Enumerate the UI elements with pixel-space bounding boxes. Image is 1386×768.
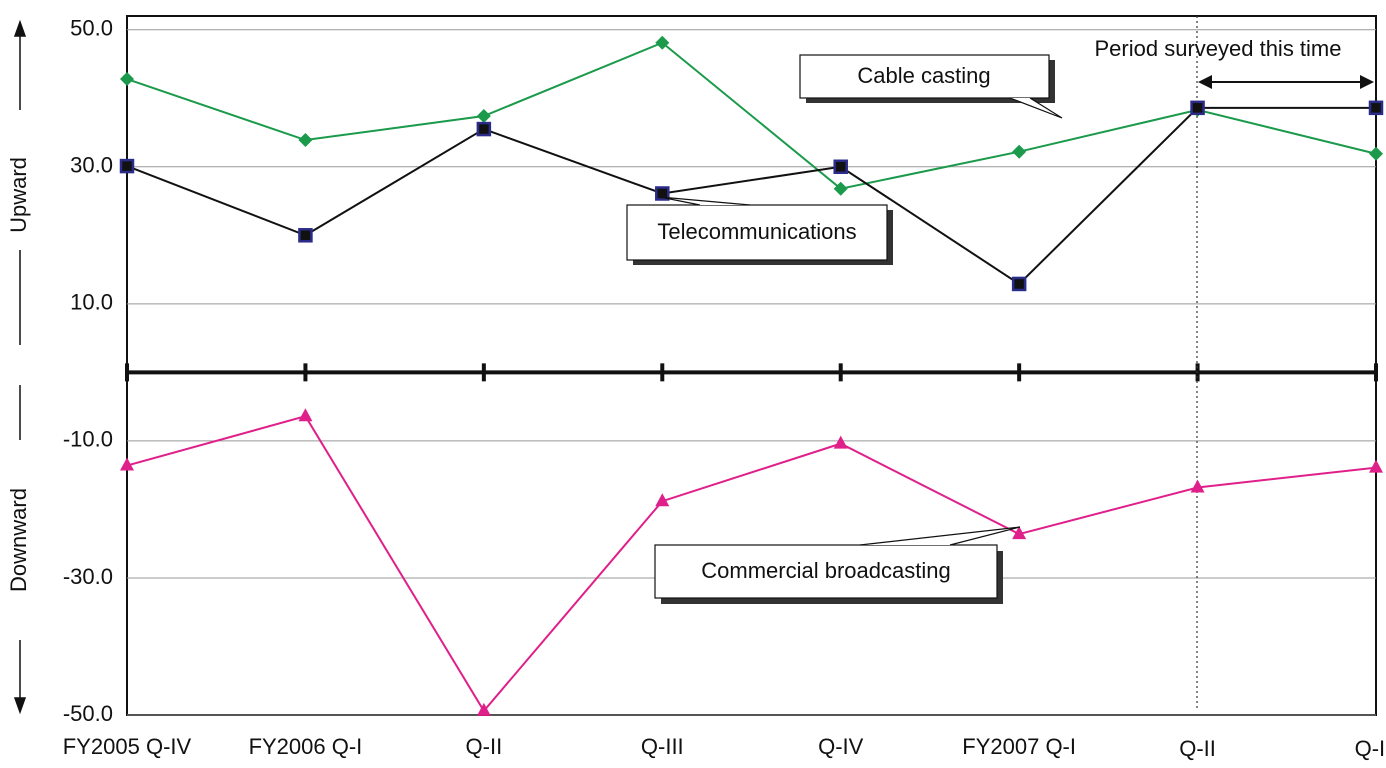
upper-label: Upward xyxy=(6,157,31,233)
x-tick-label: Q-III xyxy=(1355,736,1386,761)
data-point xyxy=(1368,100,1384,116)
y-tick-label: 30.0 xyxy=(70,153,113,178)
data-point xyxy=(476,702,491,716)
annotation: Period surveyed this time xyxy=(1095,36,1342,61)
data-point xyxy=(476,109,491,124)
data-point xyxy=(655,493,670,507)
data-point xyxy=(298,228,313,243)
x-tick-label: FY2005 Q-IV xyxy=(63,734,192,759)
data-point xyxy=(1190,100,1205,116)
lower-label: Downward xyxy=(6,488,31,592)
series-line xyxy=(126,415,1377,713)
data-point xyxy=(476,121,492,137)
data-point xyxy=(120,72,134,87)
series-label: Telecommunications xyxy=(657,219,856,244)
y-tick-label: 10.0 xyxy=(70,290,113,315)
y-tick-label: -50.0 xyxy=(63,701,113,726)
series-label: Commercial broadcasting xyxy=(701,558,950,583)
x-tick-label: Q-II xyxy=(466,734,503,759)
callouts xyxy=(626,54,1063,604)
data-point xyxy=(119,158,135,174)
series-line xyxy=(126,106,1376,286)
y-tick-label: -10.0 xyxy=(63,427,113,452)
data-point xyxy=(1369,459,1383,473)
data-point xyxy=(833,159,848,175)
data-point xyxy=(655,35,670,50)
data-point xyxy=(1012,526,1027,540)
grid xyxy=(125,29,1378,716)
data-point xyxy=(298,133,313,148)
data-point xyxy=(1369,146,1383,161)
y-tick-label: -30.0 xyxy=(63,564,113,589)
x-tick-label: FY2007 Q-I xyxy=(962,734,1076,759)
data-point xyxy=(655,186,670,201)
data-point xyxy=(1190,479,1205,493)
data-point xyxy=(1012,144,1027,159)
series-label: Cable casting xyxy=(857,63,990,88)
y-tick-label: 50.0 xyxy=(70,16,113,41)
x-tick-label: Q-III xyxy=(641,734,684,759)
side-arrows xyxy=(13,19,27,715)
x-tick-label: Q-II xyxy=(1179,736,1216,761)
series-line xyxy=(126,41,1377,190)
data-point xyxy=(298,408,313,422)
x-tick-label: Q-IV xyxy=(818,734,864,759)
period-arrow xyxy=(1198,75,1374,89)
data-point xyxy=(1011,276,1027,292)
x-tick-label: FY2006 Q-I xyxy=(249,734,363,759)
plot-frame xyxy=(126,15,1377,716)
data-point xyxy=(833,181,848,196)
data-point xyxy=(833,435,848,449)
data-point xyxy=(120,457,134,471)
